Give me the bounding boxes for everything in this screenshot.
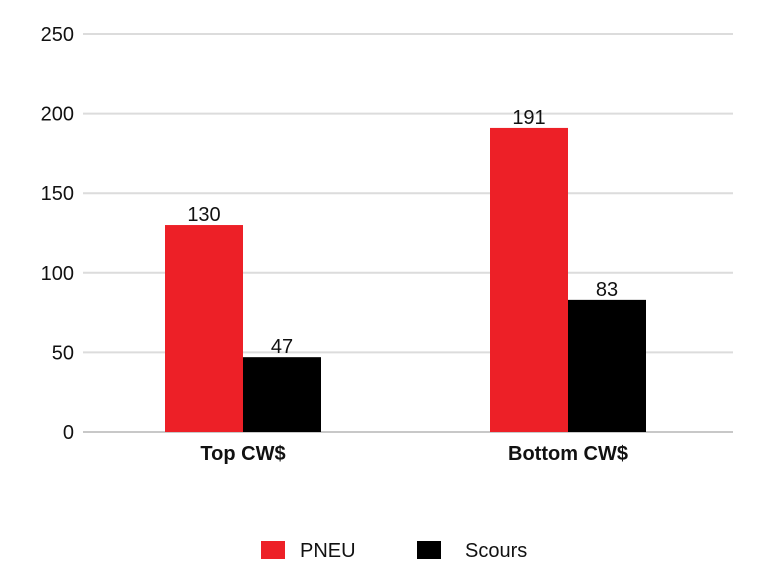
legend: PNEU Scours — [261, 540, 527, 562]
y-tick-label: 0 — [63, 422, 74, 444]
x-category-label: Top CW$ — [200, 443, 285, 465]
y-tick-label: 50 — [52, 342, 74, 364]
legend-swatch-scours — [417, 541, 441, 559]
data-label: 83 — [596, 279, 618, 301]
y-axis-ticks: 0 50 100 150 200 250 — [41, 24, 74, 444]
legend-label-pneu: PNEU — [300, 540, 356, 562]
data-labels: 130 47 191 83 — [187, 107, 618, 358]
bar-pneu-1 — [165, 225, 243, 432]
legend-swatch-pneu — [261, 541, 285, 559]
y-tick-label: 250 — [41, 24, 74, 46]
bar-scours-1 — [243, 357, 321, 432]
y-tick-label: 150 — [41, 183, 74, 205]
y-tick-label: 100 — [41, 263, 74, 285]
data-label: 191 — [512, 107, 545, 129]
data-label: 130 — [187, 204, 220, 226]
bar-pneu-2 — [490, 127, 568, 432]
y-tick-label: 200 — [41, 104, 74, 126]
data-label: 47 — [271, 336, 293, 358]
bar-scours-2 — [568, 299, 646, 432]
legend-label-scours: Scours — [465, 540, 527, 562]
x-category-label: Bottom CW$ — [508, 443, 628, 465]
x-axis-categories: Top CW$ Bottom CW$ — [200, 443, 628, 465]
bars — [165, 127, 646, 432]
